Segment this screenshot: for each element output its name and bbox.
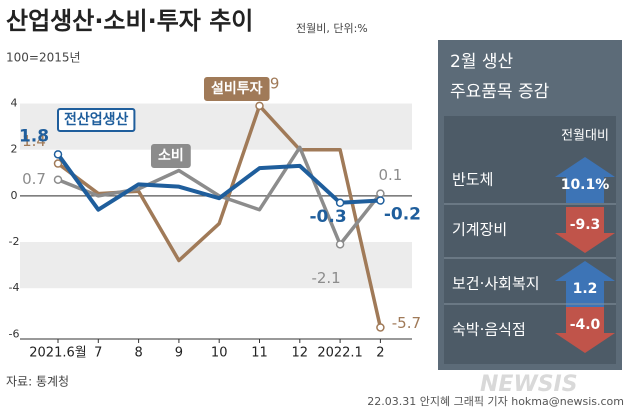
chart-note: 100=2015년	[6, 51, 81, 65]
panel-title: 주요품목 증감	[450, 82, 550, 102]
legend-label: 소비	[158, 148, 184, 164]
change-arrow	[555, 261, 615, 307]
column-header: 전월대비	[561, 129, 609, 144]
point-marker	[53, 175, 63, 184]
x-tick-label: 2022.1	[317, 346, 363, 361]
series-line	[56, 153, 381, 212]
y-tick-label: -2	[9, 235, 20, 248]
x-tick-label: 7	[94, 346, 102, 361]
x-tick-label: 8	[134, 346, 142, 361]
value-label: -9.3	[570, 217, 601, 233]
change-arrow	[555, 307, 615, 353]
legend-label: 전산업생산	[64, 111, 129, 128]
legend-box	[57, 108, 136, 132]
legend-box	[204, 77, 270, 101]
y-tick-label: 4	[11, 97, 18, 110]
x-tick-label: 2021.6월	[29, 346, 86, 361]
value-label: -4.0	[570, 317, 601, 333]
data-label: -5.7	[392, 314, 421, 332]
data-label: -0.3	[310, 207, 347, 227]
data-label: -2.1	[311, 269, 340, 287]
point-marker	[376, 189, 385, 198]
change-arrow	[555, 157, 615, 203]
row-label: 반도체	[452, 171, 493, 189]
x-tick-label: 9	[175, 346, 183, 361]
credit: 22.03.31 안지혜 그래픽 기자 hokma@newsis.com	[367, 395, 624, 408]
row-label: 보건·사회복지	[452, 275, 540, 293]
watermark: NEWSIS	[480, 372, 578, 397]
change-arrow	[555, 207, 615, 253]
point-marker	[53, 159, 63, 168]
value-label: 1.2	[573, 281, 598, 297]
panel-title: 2월 생산	[450, 52, 513, 72]
value-label: 10.1%	[561, 177, 610, 193]
legend-box	[151, 144, 191, 168]
source: 자료: 통계청	[6, 375, 69, 389]
point-marker	[335, 198, 345, 208]
point-marker	[335, 240, 345, 249]
chart-subtitle: 전월비, 단위:%	[296, 22, 368, 35]
data-label: 1.4	[22, 132, 46, 150]
data-label: 0.1	[378, 166, 402, 184]
chart-title: 산업생산·소비·투자 추이	[6, 7, 253, 35]
x-tick-label: 11	[251, 346, 268, 361]
x-tick-label: 12	[292, 346, 309, 361]
point-marker	[255, 101, 264, 111]
data-label: -0.2	[384, 204, 421, 224]
y-tick-label: 2	[11, 143, 18, 156]
row-label: 숙박·음식점	[452, 321, 526, 339]
data-label: 0.7	[22, 170, 46, 188]
row-label: 기계장비	[452, 221, 507, 239]
y-tick-label: -6	[9, 327, 20, 340]
band	[20, 242, 412, 289]
point-marker	[376, 196, 385, 205]
plot: 420-2-4-62021.6월7891011122022.121.43.9-5…	[9, 74, 422, 360]
point-marker	[53, 150, 63, 159]
x-tick-label: 10	[211, 346, 228, 361]
point-marker	[376, 323, 385, 332]
legend-label: 설비투자	[211, 81, 263, 97]
data-label: 1.8	[19, 126, 49, 146]
y-tick-label: 0	[11, 189, 18, 202]
y-tick-label: -4	[9, 281, 20, 294]
x-tick-label: 2	[376, 346, 384, 361]
